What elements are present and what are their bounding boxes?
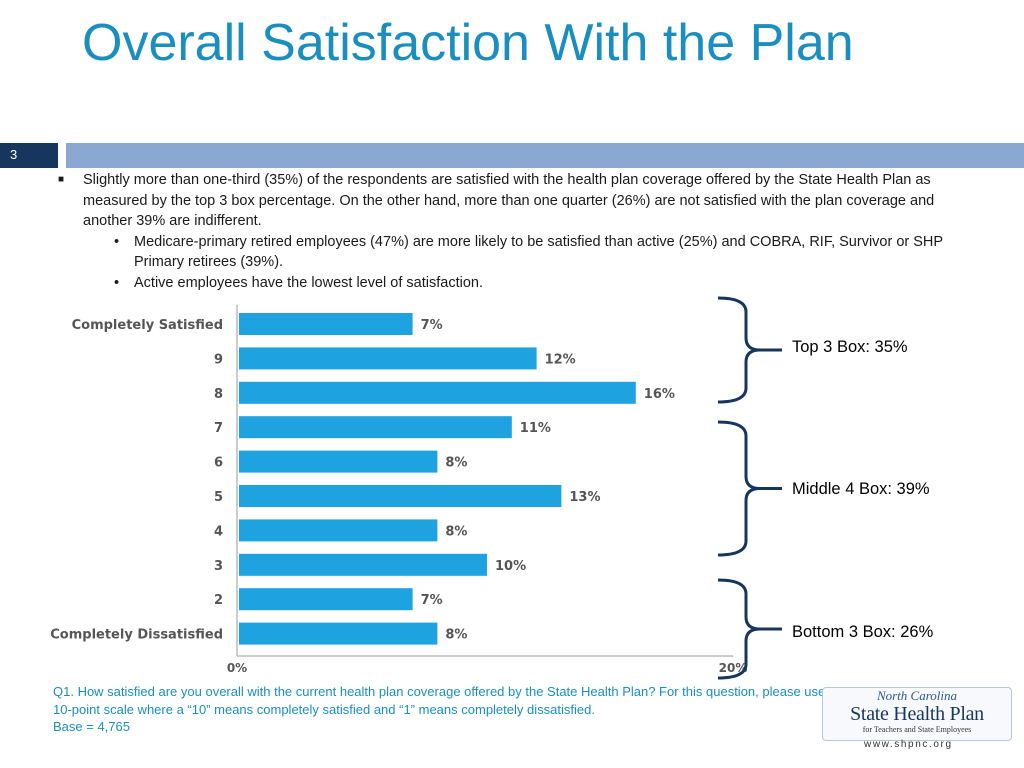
x-tick-label: 20% [719,661,748,675]
bar [239,313,413,335]
footnote-question: Q1. How satisfied are you overall with t… [53,684,837,717]
bar [239,381,636,404]
category-label: 3 [214,559,223,574]
dot-bullet-icon: • [114,274,120,291]
value-label: 7% [421,593,443,608]
value-label: 11% [520,421,551,436]
logo-line-3: for Teachers and State Employees [862,725,972,734]
value-label: 8% [445,628,467,643]
category-label: 8 [214,387,223,402]
bar [239,347,537,370]
sub-bullet-text: Medicare-primary retired employees (47%)… [134,233,943,271]
footnote-base: Base = 4,765 [53,719,130,734]
bar [239,519,438,542]
value-label: 8% [445,524,467,539]
logo-url: www.shpnc.org [864,739,953,750]
category-label: Completely Satisfied [72,318,223,333]
category-label: 5 [214,490,223,505]
value-label: 10% [495,559,526,574]
curly-bracket-icon [717,296,782,404]
value-label: 7% [421,318,443,333]
bar [239,485,562,507]
top-box-label: Top 3 Box: 35% [792,338,908,356]
bullet-main-text: Slightly more than one-third (35%) of th… [83,172,935,229]
slide-number-strip [0,143,58,168]
curly-bracket-icon [717,420,782,557]
square-bullet-icon: ■ [58,174,65,185]
value-label: 12% [545,352,576,367]
bar [239,416,512,439]
bar [239,588,413,611]
footnote: Q1. How satisfied are you overall with t… [53,683,843,736]
sub-bullet: • Medicare-primary retired employees (47… [58,232,978,273]
logo-line-1: North Carolina [876,688,958,703]
value-label: 16% [644,387,675,402]
category-label: 4 [214,524,223,539]
dot-bullet-icon: • [114,233,120,250]
bottom-box-label: Bottom 3 Box: 26% [792,623,934,641]
x-tick-label: 0% [227,661,247,675]
category-label: Completely Dissatisfied [50,628,223,643]
slide-number: 3 [10,147,18,162]
category-label: 7 [214,421,223,436]
value-label: 13% [569,490,600,505]
category-label: 9 [214,352,223,367]
bullet-main: ■ Slightly more than one-third (35%) of … [58,170,978,232]
sub-bullet: • Active employees have the lowest level… [58,273,978,294]
bar [239,450,438,473]
middle-box-label: Middle 4 Box: 39% [792,480,930,498]
sub-bullet-text: Active employees have the lowest level o… [134,274,483,291]
bar [239,553,487,576]
value-label: 8% [445,456,467,471]
curly-bracket-icon [717,578,782,680]
bullet-list: ■ Slightly more than one-third (35%) of … [58,170,978,293]
shp-logo: North Carolina State Health Plan for Tea… [822,687,1012,741]
category-label: 2 [214,593,223,608]
logo-line-2: State Health Plan [850,703,984,725]
title-divider-strip [66,143,1024,168]
category-label: 6 [214,456,223,471]
bar [239,622,438,645]
slide-title: Overall Satisfaction With the Plan [82,14,854,72]
